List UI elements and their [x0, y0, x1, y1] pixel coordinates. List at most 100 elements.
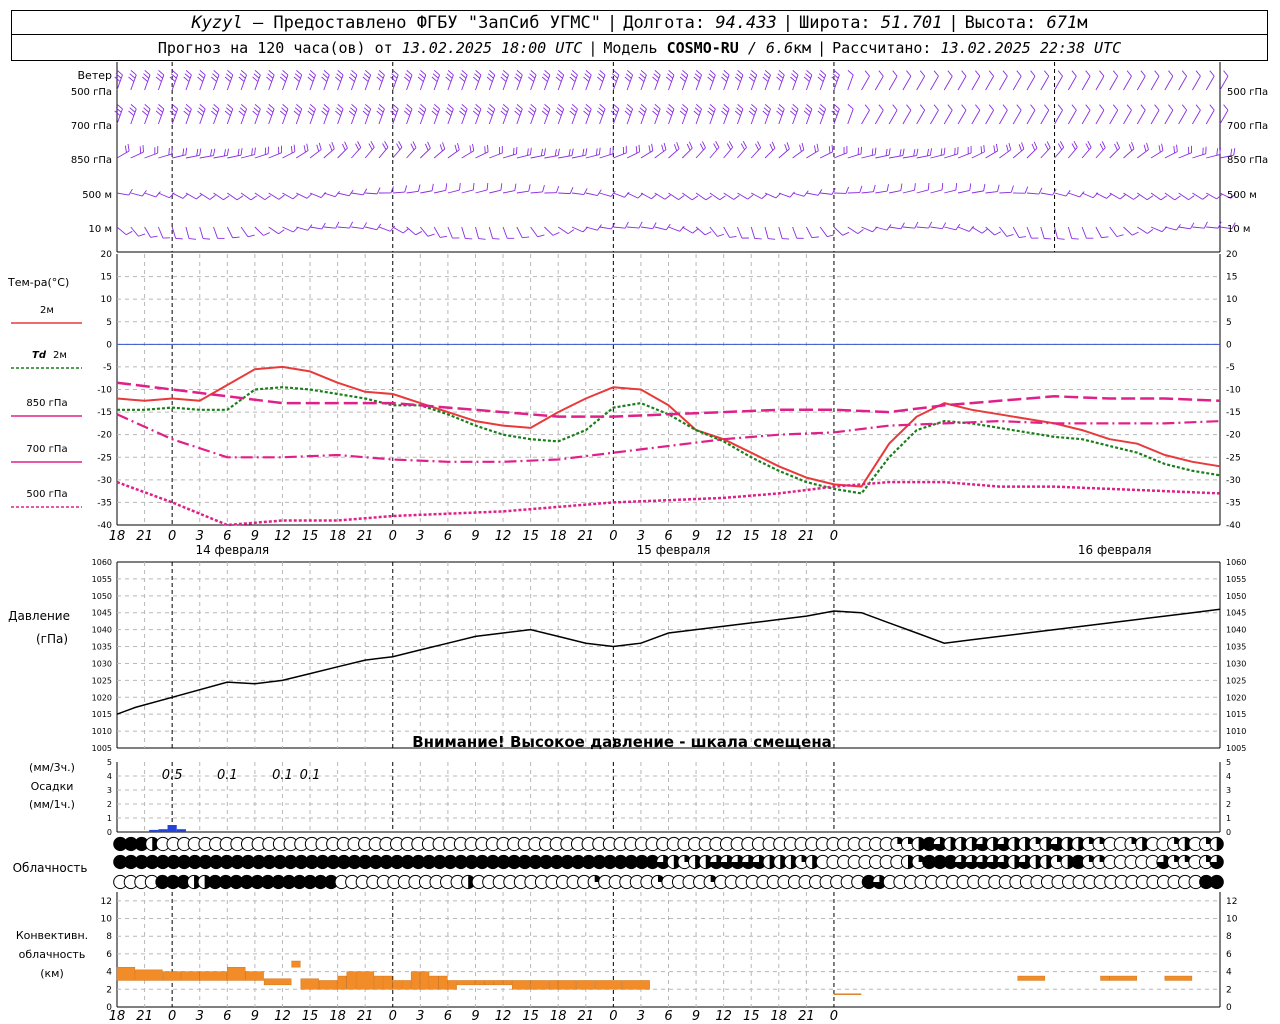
wind-barb-feather	[236, 195, 244, 201]
wind-barb	[144, 152, 158, 159]
wind-barb	[1192, 109, 1201, 125]
wind-barb	[627, 226, 640, 229]
wind-barb-feather	[832, 107, 839, 113]
conv-bar	[493, 980, 503, 986]
wind-barb-feather	[144, 104, 151, 110]
time-tick-label: 15	[522, 529, 539, 544]
wind-barb	[861, 75, 870, 91]
time-tick-label: 18	[550, 1009, 567, 1024]
wind-barb-feather	[552, 232, 560, 236]
wind-barb-feather	[1043, 104, 1050, 111]
wind-barb-feather	[172, 104, 178, 110]
wind-barb-feather	[318, 142, 322, 150]
temp-ytick-right: 15	[1226, 273, 1237, 283]
wind-barb-feather	[527, 148, 529, 156]
wind-barb-feather	[294, 107, 301, 113]
wind-barb-feather	[418, 73, 425, 79]
wind-barb-feather	[761, 193, 768, 199]
wind-barb	[613, 192, 625, 198]
time-tick-label: 21	[578, 1009, 595, 1024]
wind-barb	[475, 74, 482, 91]
wind-barb-feather	[567, 229, 575, 235]
prec-ytick-left: 5	[107, 758, 112, 767]
wind-barb	[254, 226, 264, 236]
wind-barb-feather	[1079, 191, 1085, 198]
wind-barb-feather	[611, 222, 616, 230]
wind-barb-feather	[736, 73, 742, 79]
wind-barb-feather	[693, 110, 700, 116]
wind-barb-feather	[975, 70, 981, 77]
wind-barb-feather	[335, 76, 341, 82]
wind-barb	[640, 226, 653, 230]
wind-barb-feather	[704, 231, 712, 236]
wind-barb-feather	[198, 73, 205, 79]
wind-barb-feather	[142, 76, 148, 82]
wind-barb-feather	[768, 238, 776, 240]
wind-barb-feather	[528, 184, 531, 192]
wind-barb-feather	[247, 234, 255, 238]
pres-ytick-right: 1040	[1226, 626, 1246, 635]
wind-barb	[1081, 147, 1092, 159]
time-tick-label: 6	[444, 529, 452, 544]
wind-barb-feather	[155, 110, 162, 116]
wind-barb-feather	[665, 76, 672, 82]
wind-barb-feather	[627, 104, 633, 110]
wind-barb-feather	[955, 223, 961, 231]
wind-barb-feather	[941, 182, 944, 190]
wind-barb-feather	[500, 110, 507, 116]
pressure-warning: Внимание! Высокое давление - шкала смеще…	[412, 733, 832, 751]
wind-barb	[668, 108, 675, 125]
wind-barb-feather	[128, 188, 133, 196]
wind-barb	[1137, 192, 1148, 201]
wind-barb-feather	[651, 193, 658, 200]
temp-ytick-left: -35	[97, 498, 112, 508]
wind-barb-feather	[365, 104, 371, 110]
wind-barb	[378, 226, 391, 232]
wind-barb	[350, 74, 358, 91]
wind-barb	[171, 74, 179, 91]
wind-barb	[806, 150, 819, 159]
station-name: Kyzyl	[191, 12, 243, 33]
wind-barb-feather	[678, 195, 685, 200]
wind-barb	[902, 189, 915, 194]
wind-barb	[268, 108, 275, 125]
wind-barb-feather	[1071, 104, 1077, 111]
wind-barb-feather	[975, 104, 981, 111]
wind-barb	[1040, 226, 1045, 239]
wind-barb	[516, 226, 523, 238]
wind-barb	[626, 108, 634, 125]
wind-barb	[1040, 192, 1053, 196]
wind-barb-feather	[1059, 141, 1065, 148]
conv-bar	[300, 978, 319, 990]
wind-barb-feather	[639, 107, 646, 113]
wind-barb-feather	[1209, 104, 1215, 111]
wind-barb-feather	[475, 70, 482, 76]
wind-barb-feather	[212, 73, 219, 79]
wind-barb	[819, 226, 828, 237]
wind-barb-feather	[816, 143, 819, 151]
temp-legend-td-symbol: Td	[32, 350, 47, 361]
wind-barb-feather	[541, 76, 548, 82]
wind-barb	[571, 226, 584, 233]
wind-barb-feather	[267, 73, 274, 79]
wind-barb-feather	[389, 225, 396, 232]
prec-ytick-left: 4	[107, 772, 112, 781]
wind-barb-feather	[1106, 193, 1113, 199]
wind-barb-feather	[199, 148, 202, 156]
wind-barb-feather	[947, 70, 953, 77]
wind-barb-feather	[500, 183, 503, 191]
wind-barb-feather	[157, 73, 163, 79]
wind-barb	[1150, 75, 1160, 91]
wind-barb-feather	[384, 140, 389, 148]
time-tick-label: 15	[522, 1009, 539, 1024]
wind-barb-feather	[1140, 104, 1146, 111]
wind-barb-feather	[227, 70, 234, 76]
conv-ytick-left: 0	[106, 1003, 112, 1013]
wind-barb-feather	[1043, 70, 1050, 77]
wind-barb-feather	[1065, 190, 1071, 197]
wind-barb-feather	[1168, 70, 1174, 77]
wind-barb-feather	[597, 76, 603, 82]
wind-barb-feather	[128, 110, 135, 116]
time-tick-label: 9	[251, 1009, 259, 1024]
conv-title-2: облачность	[19, 948, 86, 961]
